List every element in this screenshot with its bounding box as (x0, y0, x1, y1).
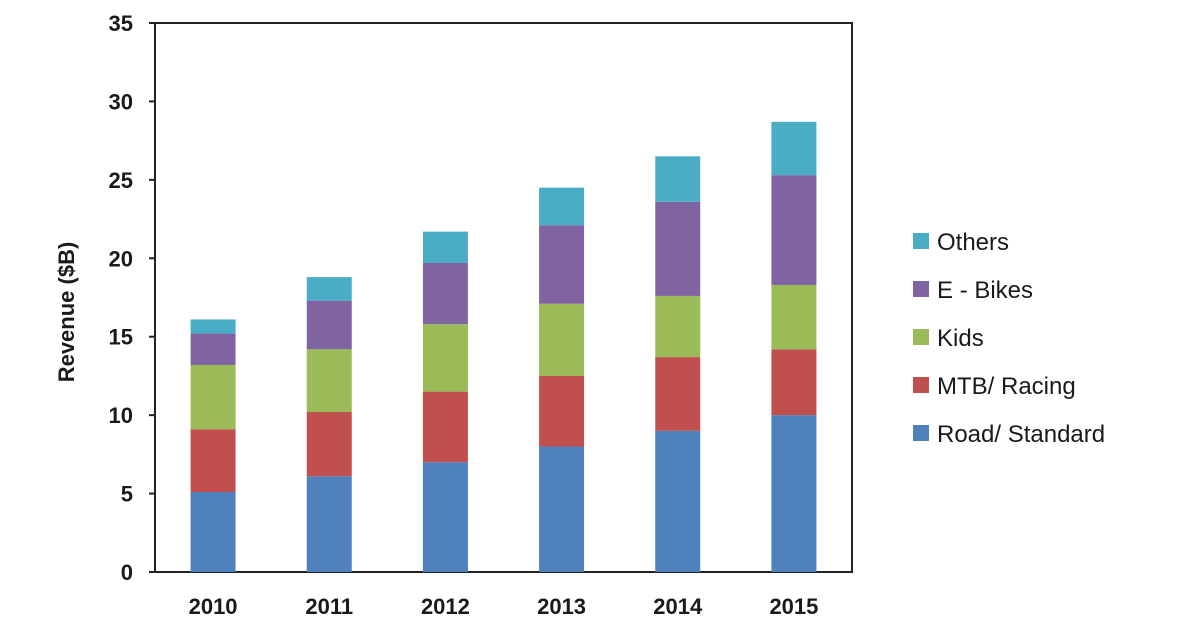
x-tick-label: 2012 (421, 594, 470, 619)
legend-label: Kids (937, 325, 984, 352)
bar-segment-2015-2 (771, 284, 817, 350)
y-tick-label: 30 (109, 89, 133, 114)
bar-segment-2011-4 (306, 277, 352, 301)
bar-segment-2012-0 (422, 462, 468, 572)
bar-segment-2012-1 (422, 391, 468, 463)
bar-segment-2014-1 (655, 357, 701, 431)
legend-swatch (913, 233, 929, 249)
bar-segment-2013-4 (539, 187, 585, 226)
y-axis-title: Revenue ($B) (54, 242, 79, 383)
legend: Others E - Bikes Kids MTB/ Racing Road/ Stan… (913, 229, 1105, 448)
legend-label: Road/ Standard (937, 421, 1105, 448)
y-tick-label: 0 (121, 560, 133, 585)
bar-segment-2012-2 (422, 324, 468, 392)
bar-segment-2010-1 (190, 429, 236, 493)
bar-segment-2015-1 (771, 349, 817, 416)
x-tick-label: 2013 (537, 594, 586, 619)
bar-group (190, 121, 817, 572)
y-tick-label: 35 (109, 11, 133, 36)
bar-segment-2011-3 (306, 300, 352, 350)
y-tick-label: 20 (109, 246, 133, 271)
bar-segment-2015-0 (771, 415, 817, 572)
bar-segment-2012-3 (422, 262, 468, 325)
bar-segment-2013-2 (539, 303, 585, 376)
legend-swatch (913, 425, 929, 441)
legend-swatch (913, 329, 929, 345)
bar-segment-2010-2 (190, 364, 236, 430)
bar-segment-2010-3 (190, 333, 236, 365)
bar-segment-2011-1 (306, 412, 352, 477)
plot-area (154, 22, 853, 573)
bar-segment-2012-4 (422, 231, 468, 263)
y-axis-ticks: 0 5 10 15 20 25 30 35 (109, 11, 155, 585)
bar-segment-2015-3 (771, 175, 817, 285)
bar-segment-2014-0 (655, 430, 701, 572)
bar-segment-2014-4 (655, 156, 701, 202)
bar-segment-2014-3 (655, 201, 701, 296)
legend-label: Others (937, 229, 1009, 256)
x-tick-label: 2011 (305, 594, 353, 619)
bar-segment-2011-0 (306, 476, 352, 572)
bar-segment-2013-1 (539, 375, 585, 447)
bar-segment-2014-2 (655, 295, 701, 358)
bar-segment-2010-0 (190, 492, 236, 572)
legend-swatch (913, 377, 929, 393)
x-tick-label: 2010 (189, 594, 238, 619)
y-tick-label: 5 (121, 482, 133, 507)
y-tick-label: 25 (109, 168, 133, 193)
legend-label: MTB/ Racing (937, 373, 1076, 400)
legend-swatch (913, 281, 929, 297)
bar-segment-2011-2 (306, 349, 352, 413)
bar-segment-2013-0 (539, 446, 585, 572)
x-tick-label: 2015 (769, 594, 818, 619)
bar-segment-2013-3 (539, 225, 585, 304)
bar-segment-2015-4 (771, 121, 817, 176)
bar-segment-2010-4 (190, 319, 236, 334)
x-tick-label: 2014 (653, 594, 703, 619)
y-tick-label: 15 (109, 325, 133, 350)
x-axis-ticks: 2010 2011 2012 2013 2014 2015 (189, 594, 819, 619)
legend-label: E - Bikes (937, 277, 1033, 304)
y-tick-label: 10 (109, 403, 133, 428)
